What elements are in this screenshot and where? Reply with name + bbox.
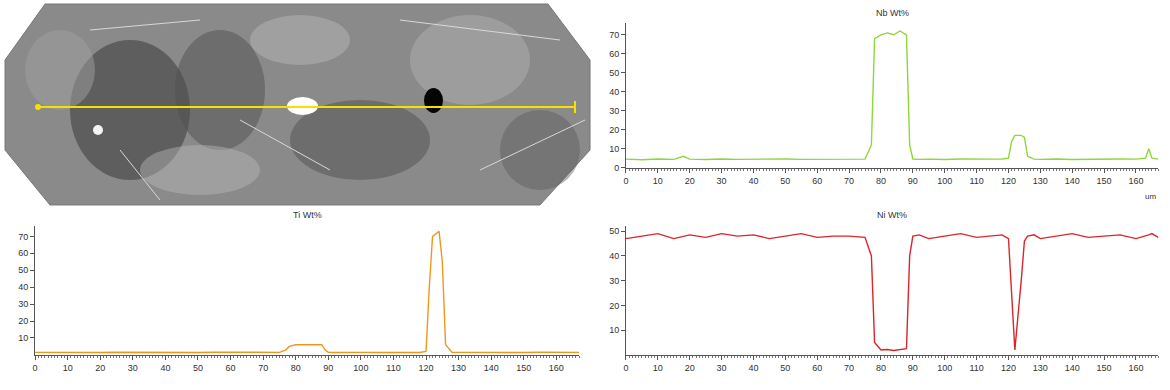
svg-text:140: 140	[1065, 363, 1080, 373]
svg-text:Ni Wt%: Ni Wt%	[877, 210, 907, 220]
svg-text:30: 30	[609, 276, 619, 286]
svg-text:70: 70	[844, 363, 854, 373]
svg-text:40: 40	[609, 251, 619, 261]
svg-text:20: 20	[609, 301, 619, 311]
svg-text:110: 110	[969, 363, 983, 373]
svg-text:150: 150	[516, 363, 531, 373]
svg-text:30: 30	[609, 106, 619, 116]
svg-text:100: 100	[353, 363, 368, 373]
svg-text:10: 10	[609, 144, 619, 154]
svg-text:80: 80	[876, 176, 886, 186]
svg-text:80: 80	[291, 363, 301, 373]
svg-text:40: 40	[748, 363, 758, 373]
svg-text:60: 60	[226, 363, 236, 373]
svg-text:70: 70	[844, 176, 854, 186]
svg-text:30: 30	[18, 299, 28, 309]
svg-text:60: 60	[18, 248, 28, 258]
svg-text:40: 40	[18, 282, 28, 292]
svg-text:70: 70	[609, 30, 619, 40]
svg-text:150: 150	[1097, 363, 1112, 373]
svg-text:90: 90	[908, 363, 918, 373]
svg-text:40: 40	[609, 87, 619, 97]
svg-text:120: 120	[419, 363, 434, 373]
svg-text:130: 130	[1033, 363, 1048, 373]
svg-text:160: 160	[1128, 176, 1143, 186]
svg-text:um: um	[1145, 192, 1156, 201]
svg-text:40: 40	[160, 363, 170, 373]
svg-text:50: 50	[780, 176, 790, 186]
svg-text:80: 80	[876, 363, 886, 373]
svg-text:0: 0	[614, 163, 619, 173]
svg-text:30: 30	[128, 363, 138, 373]
svg-text:130: 130	[1033, 176, 1048, 186]
svg-text:70: 70	[258, 363, 268, 373]
svg-text:40: 40	[748, 176, 758, 186]
svg-text:30: 30	[717, 176, 727, 186]
svg-text:160: 160	[1128, 363, 1143, 373]
svg-text:30: 30	[717, 363, 727, 373]
svg-text:10: 10	[18, 333, 28, 343]
svg-text:10: 10	[653, 363, 663, 373]
svg-text:100: 100	[937, 176, 952, 186]
svg-text:60: 60	[609, 49, 619, 59]
svg-text:50: 50	[609, 68, 619, 78]
svg-text:20: 20	[95, 363, 105, 373]
svg-text:0: 0	[623, 176, 628, 186]
svg-text:0: 0	[623, 363, 628, 373]
svg-text:10: 10	[63, 363, 73, 373]
svg-text:120: 120	[1001, 176, 1016, 186]
svg-text:Ti Wt%: Ti Wt%	[293, 210, 322, 220]
svg-text:130: 130	[451, 363, 466, 373]
svg-text:110: 110	[386, 363, 400, 373]
svg-text:20: 20	[609, 125, 619, 135]
svg-text:140: 140	[1065, 176, 1080, 186]
svg-text:50: 50	[193, 363, 203, 373]
svg-text:10: 10	[653, 176, 663, 186]
svg-text:0: 0	[33, 363, 38, 373]
svg-text:60: 60	[812, 176, 822, 186]
svg-text:150: 150	[1097, 176, 1112, 186]
svg-text:160: 160	[549, 363, 564, 373]
svg-text:90: 90	[908, 176, 918, 186]
svg-text:50: 50	[18, 265, 28, 275]
svg-text:20: 20	[685, 176, 695, 186]
svg-text:70: 70	[18, 232, 28, 242]
svg-text:50: 50	[609, 226, 619, 236]
svg-text:10: 10	[609, 325, 619, 335]
svg-text:50: 50	[780, 363, 790, 373]
svg-text:100: 100	[937, 363, 952, 373]
svg-text:60: 60	[812, 363, 822, 373]
svg-text:120: 120	[1001, 363, 1016, 373]
svg-text:90: 90	[323, 363, 333, 373]
svg-text:Nb Wt%: Nb Wt%	[876, 8, 909, 18]
svg-text:20: 20	[685, 363, 695, 373]
svg-text:110: 110	[969, 176, 983, 186]
svg-text:140: 140	[484, 363, 499, 373]
svg-text:20: 20	[18, 316, 28, 326]
